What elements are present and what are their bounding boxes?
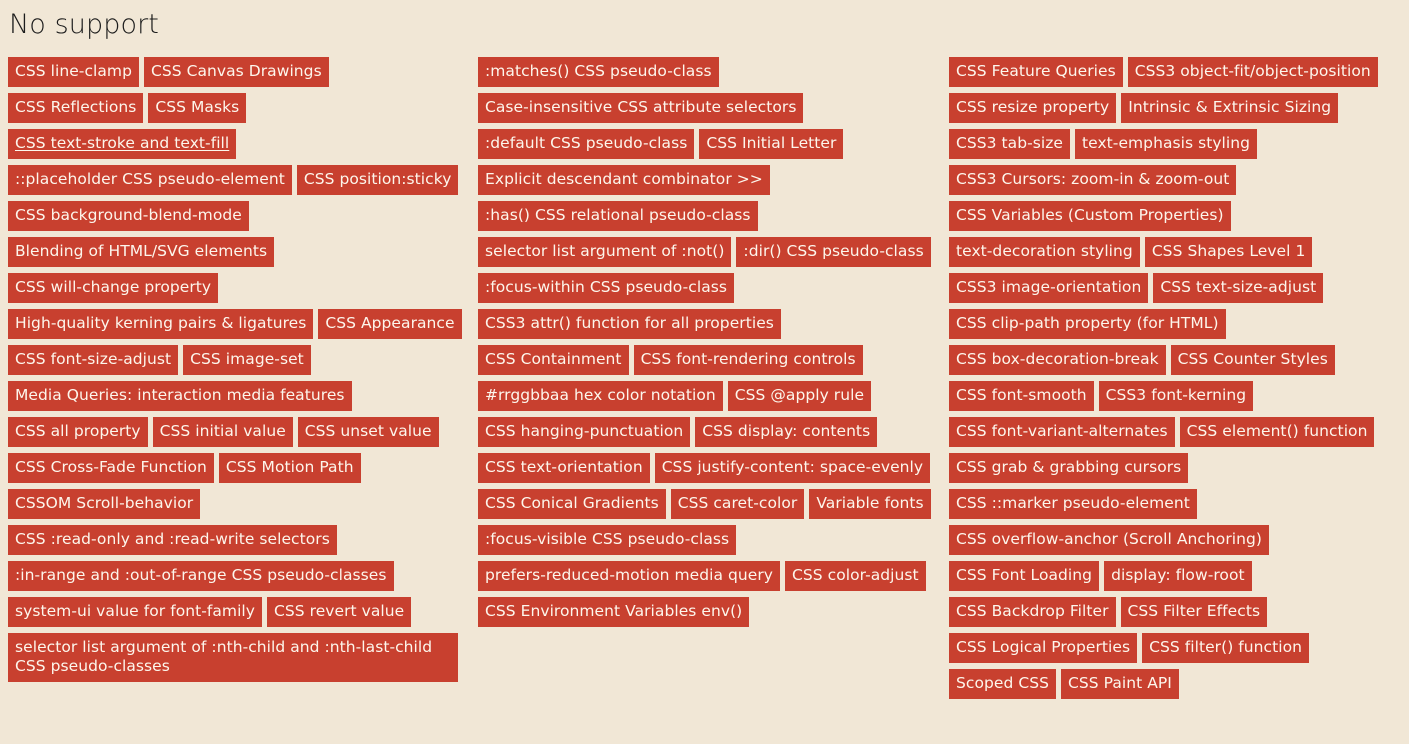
feature-tag[interactable]: CSS3 image-orientation	[949, 273, 1149, 303]
feature-tag[interactable]: Intrinsic & Extrinsic Sizing	[1121, 93, 1339, 123]
feature-tag[interactable]: CSS Shapes Level 1	[1144, 237, 1313, 267]
feature-tag[interactable]: CSS3 Cursors: zoom-in & zoom-out	[949, 165, 1237, 195]
feature-tag[interactable]: High-quality kerning pairs & ligatures	[8, 309, 314, 339]
feature-tag[interactable]: system-ui value for font-family	[8, 597, 263, 627]
feature-tag[interactable]: :focus-within CSS pseudo-class	[478, 273, 734, 303]
feature-tag[interactable]: CSS font-smooth	[949, 381, 1094, 411]
feature-tag[interactable]: selector list argument of :nth-child and…	[8, 633, 458, 682]
feature-tag[interactable]: CSS Logical Properties	[949, 633, 1138, 663]
feature-tag[interactable]: CSS initial value	[152, 417, 293, 447]
feature-tag[interactable]: Case-insensitive CSS attribute selectors	[478, 93, 804, 123]
feature-tag[interactable]: CSS Conical Gradients	[478, 489, 666, 519]
feature-tag[interactable]: #rrggbbaa hex color notation	[478, 381, 723, 411]
feature-tag[interactable]: CSS hanging-punctuation	[478, 417, 691, 447]
feature-tag[interactable]: ::placeholder CSS pseudo-element	[8, 165, 292, 195]
feature-tag[interactable]: CSS font-rendering controls	[633, 345, 863, 375]
feature-column-2: :matches() CSS pseudo-class Case-insensit…	[470, 57, 940, 633]
feature-tag[interactable]: Scoped CSS	[949, 669, 1056, 699]
feature-tag[interactable]: CSS clip-path property (for HTML)	[949, 309, 1226, 339]
feature-column-3: CSS Feature Queries CSS3 object-fit/objec…	[940, 57, 1400, 705]
feature-tag[interactable]: :focus-visible CSS pseudo-class	[478, 525, 737, 555]
feature-tag[interactable]: CSS text-orientation	[478, 453, 650, 483]
feature-tag[interactable]: CSS line-clamp	[8, 57, 139, 87]
feature-tag[interactable]: :default CSS pseudo-class	[478, 129, 695, 159]
feature-tag[interactable]: :has() CSS relational pseudo-class	[478, 201, 758, 231]
feature-tag[interactable]: CSS display: contents	[695, 417, 878, 447]
feature-tag[interactable]: CSS text-size-adjust	[1153, 273, 1324, 303]
feature-tag[interactable]: CSS font-variant-alternates	[949, 417, 1175, 447]
feature-tag[interactable]: CSS ::marker pseudo-element	[949, 489, 1197, 519]
feature-tag[interactable]: CSS filter() function	[1142, 633, 1309, 663]
feature-tag[interactable]: Blending of HTML/SVG elements	[8, 237, 275, 267]
page-title: No support	[9, 9, 159, 40]
feature-tag[interactable]: CSS caret-color	[670, 489, 805, 519]
feature-tag[interactable]: CSS Filter Effects	[1120, 597, 1268, 627]
feature-tag[interactable]: CSS will-change property	[8, 273, 219, 303]
feature-tag-columns: CSS line-clamp CSS Canvas Drawings CSS Ref…	[0, 57, 1409, 705]
feature-tag[interactable]: Variable fonts	[809, 489, 931, 519]
feature-tag[interactable]: CSS @apply rule	[727, 381, 872, 411]
feature-tag[interactable]: CSS grab & grabbing cursors	[949, 453, 1189, 483]
feature-tag[interactable]: CSS box-decoration-break	[949, 345, 1166, 375]
feature-tag[interactable]: CSS position:sticky	[296, 165, 459, 195]
feature-tag[interactable]: CSS justify-content: space-evenly	[654, 453, 931, 483]
feature-tag[interactable]: CSS Backdrop Filter	[949, 597, 1116, 627]
feature-tag[interactable]: selector list argument of :not()	[478, 237, 732, 267]
feature-tag[interactable]: CSS3 object-fit/object-position	[1127, 57, 1378, 87]
feature-tag[interactable]: CSS unset value	[297, 417, 439, 447]
feature-tag[interactable]: CSS background-blend-mode	[8, 201, 249, 231]
feature-tag[interactable]: :in-range and :out-of-range CSS pseudo-c…	[8, 561, 394, 591]
feature-tag[interactable]: CSS Appearance	[318, 309, 462, 339]
feature-tag[interactable]: CSS Environment Variables env()	[478, 597, 750, 627]
feature-tag[interactable]: CSS font-size-adjust	[8, 345, 179, 375]
feature-tag[interactable]: CSS resize property	[949, 93, 1117, 123]
feature-tag[interactable]: :matches() CSS pseudo-class	[478, 57, 719, 87]
feature-tag[interactable]: CSS Variables (Custom Properties)	[949, 201, 1231, 231]
feature-tag[interactable]: CSSOM Scroll-behavior	[8, 489, 201, 519]
feature-tag[interactable]: CSS overflow-anchor (Scroll Anchoring)	[949, 525, 1269, 555]
feature-tag[interactable]: CSS Containment	[478, 345, 629, 375]
bottom-strip	[0, 736, 1409, 744]
feature-tag[interactable]: text-emphasis styling	[1075, 129, 1258, 159]
feature-tag[interactable]: :dir() CSS pseudo-class	[736, 237, 931, 267]
feature-tag[interactable]: CSS3 attr() function for all properties	[478, 309, 781, 339]
feature-tag[interactable]: prefers-reduced-motion media query	[478, 561, 781, 591]
feature-tag[interactable]: CSS Canvas Drawings	[143, 57, 329, 87]
feature-tag[interactable]: Explicit descendant combinator >>	[478, 165, 770, 195]
feature-tag[interactable]: CSS Cross-Fade Function	[8, 453, 214, 483]
feature-tag[interactable]: CSS text-stroke and text-fill	[8, 129, 237, 159]
feature-tag[interactable]: CSS element() function	[1179, 417, 1375, 447]
feature-tag[interactable]: CSS Initial Letter	[699, 129, 844, 159]
feature-tag[interactable]: CSS :read-only and :read-write selectors	[8, 525, 337, 555]
feature-tag[interactable]: CSS Paint API	[1061, 669, 1179, 699]
feature-tag[interactable]: display: flow-root	[1104, 561, 1252, 591]
feature-tag[interactable]: CSS Counter Styles	[1170, 345, 1335, 375]
feature-tag[interactable]: CSS Masks	[148, 93, 247, 123]
feature-tag[interactable]: CSS Font Loading	[949, 561, 1100, 591]
feature-column-1: CSS line-clamp CSS Canvas Drawings CSS Ref…	[0, 57, 470, 688]
feature-tag[interactable]: Media Queries: interaction media feature…	[8, 381, 352, 411]
feature-tag[interactable]: CSS color-adjust	[785, 561, 926, 591]
feature-tag[interactable]: CSS all property	[8, 417, 148, 447]
feature-tag[interactable]: CSS3 font-kerning	[1098, 381, 1254, 411]
feature-tag[interactable]: CSS3 tab-size	[949, 129, 1071, 159]
feature-tag[interactable]: CSS Feature Queries	[949, 57, 1123, 87]
feature-tag[interactable]: CSS Reflections	[8, 93, 144, 123]
feature-tag[interactable]: CSS image-set	[183, 345, 311, 375]
feature-tag[interactable]: CSS revert value	[267, 597, 412, 627]
feature-tag[interactable]: text-decoration styling	[949, 237, 1140, 267]
feature-tag[interactable]: CSS Motion Path	[218, 453, 361, 483]
